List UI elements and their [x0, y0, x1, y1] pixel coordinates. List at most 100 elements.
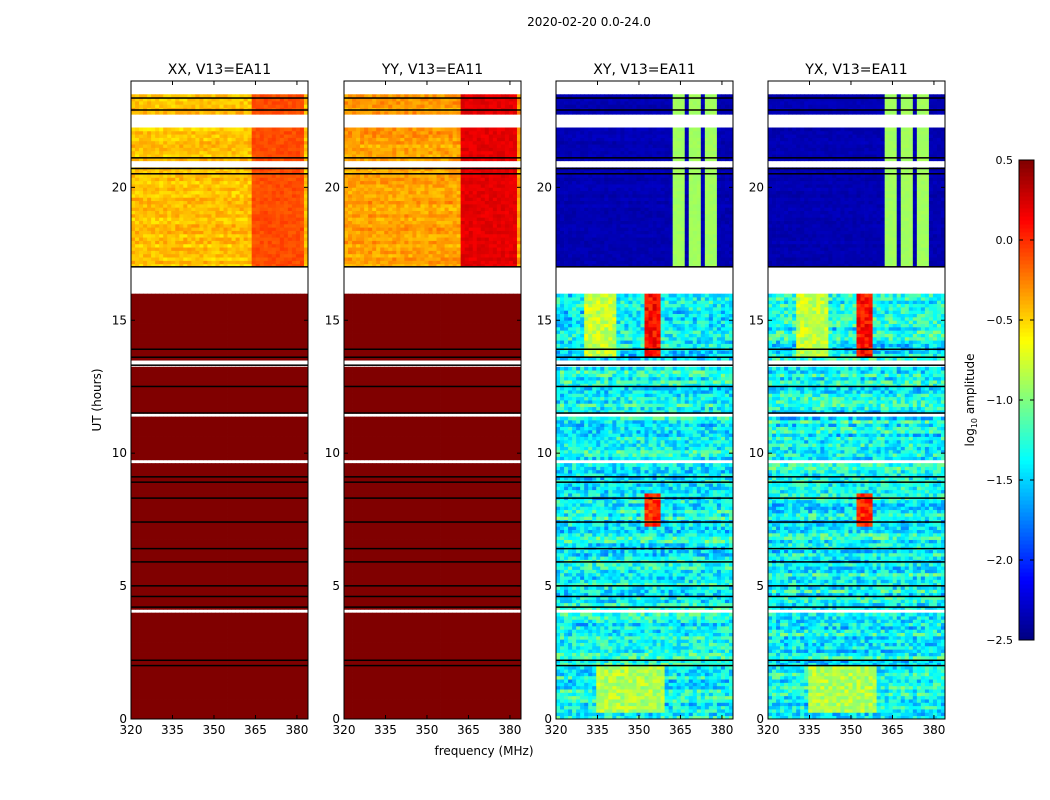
heatmap-cell	[231, 396, 236, 401]
heatmap-cell	[247, 715, 253, 720]
heatmap-cell	[219, 649, 224, 653]
heatmap-cell	[135, 419, 140, 424]
heatmap-cell	[199, 336, 204, 341]
heatmap-cell	[191, 642, 196, 647]
heatmap-cell	[179, 446, 184, 451]
heatmap-cell	[303, 476, 309, 481]
heatmap-cell	[135, 635, 140, 640]
heatmap-cell	[159, 526, 164, 530]
heatmap-cell	[227, 702, 232, 707]
heatmap-cell	[227, 419, 232, 424]
heatmap-cell	[267, 373, 273, 378]
heatmap-cell	[235, 549, 241, 554]
heatmap-cell	[179, 333, 184, 338]
heatmap-cell	[183, 592, 188, 597]
heatmap-cell	[287, 350, 293, 354]
heatmap-cell	[287, 499, 293, 504]
heatmap-cell	[215, 586, 220, 590]
heatmap-cell	[175, 512, 180, 517]
heatmap-cell	[143, 655, 148, 660]
heatmap-cell	[147, 566, 152, 570]
heatmap-cell	[247, 582, 253, 587]
heatmap-cell	[299, 579, 305, 584]
heatmap-cell	[247, 376, 253, 381]
heatmap-cell	[203, 596, 208, 600]
heatmap-cell	[143, 669, 148, 673]
heatmap-cell	[255, 376, 261, 381]
heatmap-cell	[207, 506, 212, 511]
heatmap-cell	[251, 629, 257, 633]
heatmap-cell	[263, 326, 269, 331]
heatmap-cell	[291, 639, 297, 643]
heatmap-cell	[171, 619, 176, 624]
heatmap-cell	[303, 486, 309, 491]
heatmap-cell	[259, 466, 265, 471]
heatmap-cell	[219, 572, 224, 577]
heatmap-cell	[259, 350, 265, 354]
heatmap-cell	[227, 715, 232, 720]
heatmap-cell	[187, 619, 192, 624]
heatmap-cell	[303, 426, 309, 431]
heatmap-cell	[223, 582, 228, 587]
heatmap-cell	[175, 473, 180, 477]
heatmap-cell	[223, 396, 228, 401]
heatmap-cell	[299, 709, 305, 713]
heatmap-cell	[255, 549, 261, 554]
heatmap-cell	[195, 503, 200, 507]
heatmap-cell	[275, 649, 281, 653]
heatmap-cell	[171, 612, 176, 617]
heatmap-cell	[163, 506, 168, 511]
heatmap-cell	[303, 629, 309, 633]
heatmap-cell	[187, 433, 192, 437]
heatmap-cell	[167, 423, 172, 427]
heatmap-cell	[279, 463, 285, 467]
heatmap-cell	[155, 340, 160, 344]
heatmap-cell	[195, 439, 200, 444]
heatmap-cell	[255, 499, 261, 504]
heatmap-cell	[239, 645, 245, 650]
heatmap-cell	[211, 499, 216, 504]
heatmap-cell	[231, 549, 236, 554]
heatmap-cell	[155, 323, 160, 328]
heatmap-cell	[211, 589, 216, 594]
heatmap-cell	[211, 682, 216, 687]
heatmap-cell	[287, 340, 293, 344]
heatmap-cell	[243, 675, 249, 680]
heatmap-cell	[163, 665, 168, 670]
heatmap-cell	[235, 596, 241, 600]
heatmap-cell	[175, 476, 180, 481]
heatmap-cell	[183, 552, 188, 557]
heatmap-cell	[175, 642, 180, 647]
heatmap-cell	[207, 552, 212, 557]
heatmap-cell	[271, 622, 277, 627]
heatmap-cell	[295, 606, 301, 610]
heatmap-cell	[135, 649, 140, 653]
heatmap-cell	[131, 539, 136, 544]
heatmap-cell	[179, 592, 184, 597]
heatmap-cell	[291, 366, 297, 371]
heatmap-cell	[259, 562, 265, 567]
heatmap-cell	[147, 586, 152, 590]
heatmap-cell	[179, 645, 184, 650]
heatmap-cell	[139, 699, 144, 703]
heatmap-cell	[295, 423, 301, 427]
heatmap-cell	[219, 416, 224, 421]
heatmap-cell	[255, 330, 261, 334]
heatmap-cell	[287, 679, 293, 683]
heatmap-cell	[271, 576, 277, 580]
heatmap-cell	[139, 549, 144, 554]
heatmap-cell	[219, 712, 224, 717]
heatmap-cell	[135, 456, 140, 461]
heatmap-cell	[199, 446, 204, 451]
heatmap-cell	[179, 529, 184, 534]
heatmap-cell	[227, 606, 232, 610]
heatmap-cell	[291, 599, 297, 604]
heatmap-cell	[219, 370, 224, 374]
heatmap-cell	[203, 489, 208, 494]
heatmap-cell	[227, 632, 232, 637]
heatmap-cell	[243, 456, 249, 461]
heatmap-cell	[287, 403, 293, 408]
heatmap-cell	[151, 376, 156, 381]
heatmap-cell	[299, 712, 305, 717]
heatmap-cell	[255, 426, 261, 431]
